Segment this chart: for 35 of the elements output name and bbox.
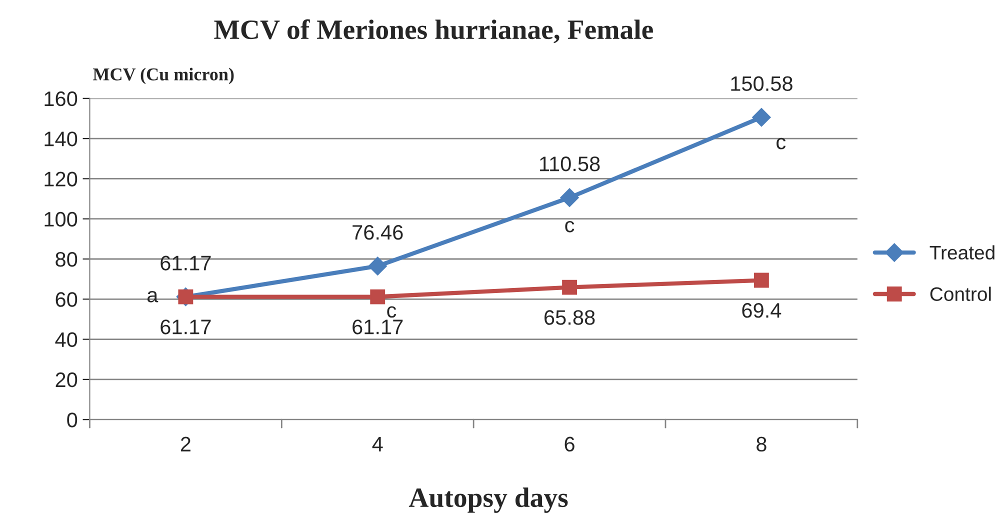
- data-label: 110.58: [540, 156, 600, 172]
- point: [754, 272, 769, 288]
- data-label: 69.4: [742, 303, 782, 318]
- data-label: 61.17: [160, 320, 211, 334]
- x-tick-label: 4: [372, 437, 383, 452]
- annotation: c: [776, 138, 786, 150]
- annotation: c: [565, 220, 574, 232]
- y-tick-label: 160: [44, 91, 78, 106]
- y-tick-label: 40: [55, 332, 78, 348]
- data-label: 76.46: [352, 225, 403, 240]
- annotation: c: [387, 306, 396, 318]
- y-tick-label: 60: [56, 292, 78, 307]
- y-axis-title: MCV (Cu micron): [93, 68, 234, 84]
- data-label: 65.88: [544, 310, 595, 325]
- y-tick-label: 20: [56, 372, 78, 388]
- data-label: 61.17: [352, 320, 403, 334]
- x-axis-title: Autopsy days: [408, 488, 568, 513]
- point: [752, 108, 771, 127]
- data-label: 61.17: [160, 256, 211, 270]
- point: [560, 188, 579, 207]
- y-tick-label: 120: [44, 172, 78, 186]
- point: [368, 256, 387, 276]
- x-tick-label: 6: [564, 436, 574, 452]
- x-tick-label: 8: [756, 436, 766, 452]
- legend-label: Treated: [930, 245, 994, 260]
- legend-label: Control: [930, 286, 991, 302]
- x-tick-label: 2: [180, 436, 190, 452]
- y-tick-label: 80: [56, 252, 78, 267]
- data-label: 150.58: [731, 76, 792, 91]
- y-tick-label: 0: [67, 412, 78, 428]
- y-tick-label: 100: [44, 212, 78, 227]
- point: [370, 289, 386, 304]
- point: [562, 280, 577, 295]
- chart-title: MCV of Meriones hurrianae, Female: [214, 19, 653, 44]
- y-tick-label: 140: [44, 132, 78, 146]
